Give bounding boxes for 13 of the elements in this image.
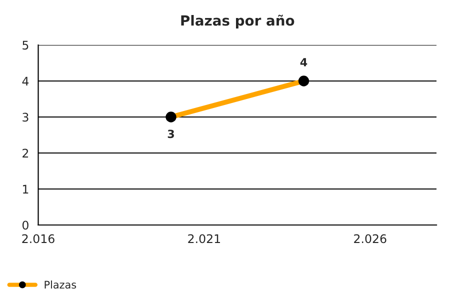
chart-title: Plazas por año	[181, 14, 294, 28]
y-tick-label: 3	[22, 112, 28, 122]
y-tick-label: 2	[22, 148, 28, 158]
y-tick-label: 0	[22, 220, 28, 230]
x-tick-label: 2.026	[354, 234, 386, 244]
data-label: 3	[168, 130, 174, 138]
data-label: 4	[300, 58, 308, 66]
y-tick-label: 4	[22, 76, 29, 86]
x-tick-label: 2.016	[22, 234, 54, 244]
y-tick-label: 1	[23, 184, 28, 194]
x-tick-label: 2.021	[188, 234, 220, 244]
y-tick-label: 5	[22, 40, 28, 50]
legend-label: Plazas	[44, 280, 76, 289]
